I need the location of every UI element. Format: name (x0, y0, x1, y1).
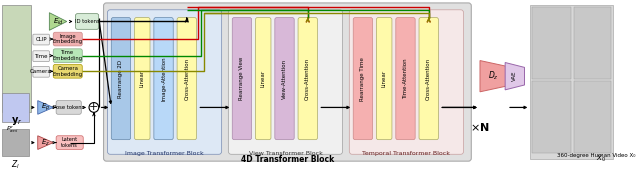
Text: $Z_l$: $Z_l$ (11, 158, 20, 171)
FancyBboxPatch shape (53, 65, 83, 78)
FancyBboxPatch shape (353, 18, 372, 140)
FancyBboxPatch shape (76, 14, 99, 29)
Text: $E_z$: $E_z$ (41, 138, 50, 148)
FancyBboxPatch shape (53, 49, 83, 62)
Text: Time: Time (35, 54, 48, 59)
Text: $E_p$: $E_p$ (41, 102, 50, 113)
Text: Linear: Linear (260, 70, 266, 87)
Text: Cross-Attention: Cross-Attention (305, 58, 310, 100)
FancyBboxPatch shape (134, 18, 150, 140)
Text: $\mathbf{y}_r$: $\mathbf{y}_r$ (11, 115, 22, 127)
FancyBboxPatch shape (275, 18, 294, 140)
Text: VAE: VAE (513, 71, 517, 81)
Text: Latent
tokens: Latent tokens (61, 137, 78, 148)
Text: ID tokens: ID tokens (75, 19, 99, 24)
FancyBboxPatch shape (33, 51, 49, 62)
Text: Linear: Linear (140, 70, 145, 87)
Text: CLIP: CLIP (35, 37, 47, 42)
FancyBboxPatch shape (154, 18, 173, 140)
Bar (574, 81, 611, 153)
Bar (2, 129, 29, 156)
FancyBboxPatch shape (396, 18, 415, 140)
FancyBboxPatch shape (376, 18, 392, 140)
Polygon shape (480, 61, 507, 92)
FancyBboxPatch shape (33, 66, 49, 77)
FancyBboxPatch shape (177, 18, 196, 140)
Text: +: + (89, 102, 99, 112)
FancyBboxPatch shape (228, 10, 342, 154)
Text: Cross-Attention: Cross-Attention (184, 58, 189, 100)
Text: Image Transformer Block: Image Transformer Block (125, 151, 204, 156)
Polygon shape (38, 136, 53, 149)
Bar (531, 5, 612, 159)
Text: Camera
Embedding: Camera Embedding (52, 66, 83, 77)
Text: Linear: Linear (381, 70, 387, 87)
Text: Temporal Transformer Block: Temporal Transformer Block (362, 151, 451, 156)
Bar (574, 7, 611, 79)
Text: Pose tokens: Pose tokens (53, 105, 84, 110)
Text: $X_0$: $X_0$ (596, 154, 606, 164)
Text: Image
Embedding: Image Embedding (52, 34, 83, 44)
FancyBboxPatch shape (53, 32, 83, 46)
FancyBboxPatch shape (108, 10, 221, 154)
Text: Cross-Attention: Cross-Attention (426, 58, 431, 100)
Text: 360-degree Human Video X₀: 360-degree Human Video X₀ (557, 153, 636, 158)
Bar (2, 93, 29, 122)
FancyBboxPatch shape (111, 18, 131, 140)
Text: $D_z$: $D_z$ (488, 70, 499, 82)
Bar (532, 81, 571, 153)
FancyBboxPatch shape (56, 136, 83, 149)
FancyBboxPatch shape (232, 18, 252, 140)
Polygon shape (38, 101, 53, 114)
Text: Rearrange Time: Rearrange Time (360, 57, 365, 101)
Polygon shape (505, 62, 525, 90)
FancyBboxPatch shape (298, 18, 317, 140)
Text: 4D Transformer Block: 4D Transformer Block (241, 155, 334, 164)
Text: Time-Attention: Time-Attention (403, 58, 408, 99)
Text: $E_{id}$: $E_{id}$ (52, 16, 63, 27)
Text: Time
Embedding: Time Embedding (52, 50, 83, 61)
Polygon shape (49, 13, 67, 30)
Text: Image-Attention: Image-Attention (161, 56, 166, 101)
Text: $\times\mathbf{N}$: $\times\mathbf{N}$ (470, 121, 490, 133)
Text: Rearrange View: Rearrange View (239, 57, 244, 100)
Text: Rearrange 2D: Rearrange 2D (118, 60, 124, 98)
FancyBboxPatch shape (419, 18, 438, 140)
FancyBboxPatch shape (255, 18, 271, 140)
Bar (532, 7, 571, 79)
Text: View-Attention: View-Attention (282, 59, 287, 99)
Text: $P_{ani}^r$: $P_{ani}^r$ (6, 125, 18, 135)
Text: Camera: Camera (30, 69, 52, 74)
FancyBboxPatch shape (349, 10, 463, 154)
Bar (2, 5, 31, 112)
FancyBboxPatch shape (33, 34, 49, 45)
FancyBboxPatch shape (56, 101, 81, 114)
FancyBboxPatch shape (104, 3, 471, 161)
Text: View Transformer Block: View Transformer Block (248, 151, 323, 156)
